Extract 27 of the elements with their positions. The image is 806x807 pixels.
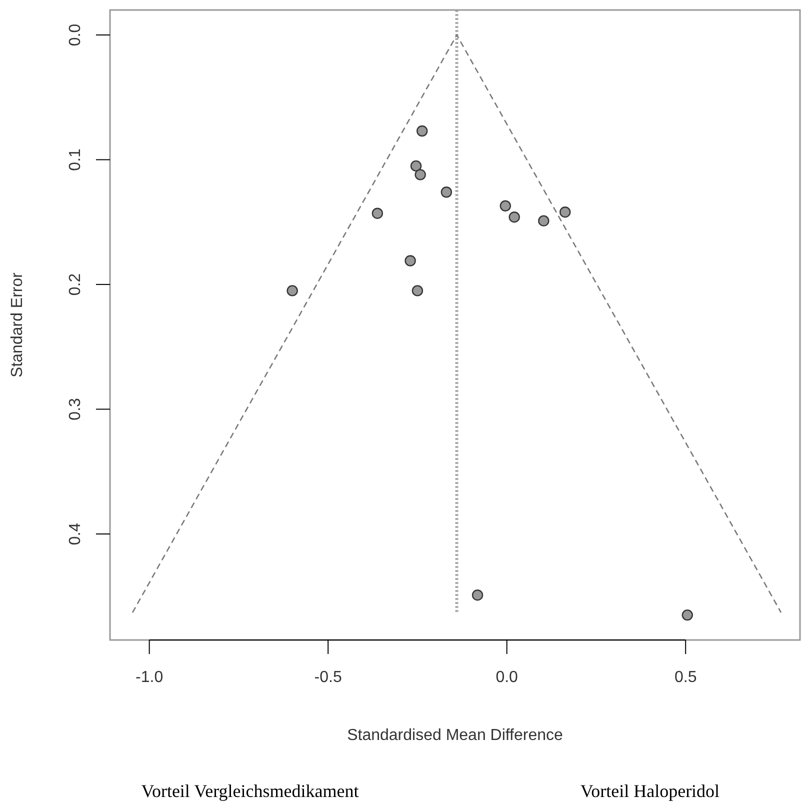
y-tick-label: 0.2 xyxy=(67,273,84,296)
point xyxy=(500,200,512,212)
x-tick-label: 0.0 xyxy=(496,669,518,686)
point xyxy=(416,125,428,137)
y-tick-label: 0.1 xyxy=(67,148,84,171)
point xyxy=(472,589,484,601)
y-tick-label: 0.3 xyxy=(67,398,84,420)
point xyxy=(372,208,384,219)
point xyxy=(440,186,452,198)
point xyxy=(404,255,416,266)
point xyxy=(414,169,426,180)
point xyxy=(410,160,422,172)
y-axis-title: Standard Error xyxy=(9,272,26,378)
x-tick-label: 0.5 xyxy=(674,669,697,686)
x-tick-label: -1.0 xyxy=(136,669,164,686)
point xyxy=(286,285,298,296)
y-tick-label: 0.0 xyxy=(67,24,84,46)
text: Vorteil Haloperidol xyxy=(580,781,720,801)
point xyxy=(508,211,520,223)
x-axis-title: Standardised Mean Difference xyxy=(347,727,564,744)
point xyxy=(412,285,424,296)
text: Vorteil Vergleichsmedikament xyxy=(141,781,359,801)
y-tick-label: 0.4 xyxy=(67,522,84,546)
point xyxy=(682,609,693,621)
point xyxy=(560,206,571,218)
x-tick-label: -0.5 xyxy=(314,669,342,686)
point xyxy=(538,215,550,226)
